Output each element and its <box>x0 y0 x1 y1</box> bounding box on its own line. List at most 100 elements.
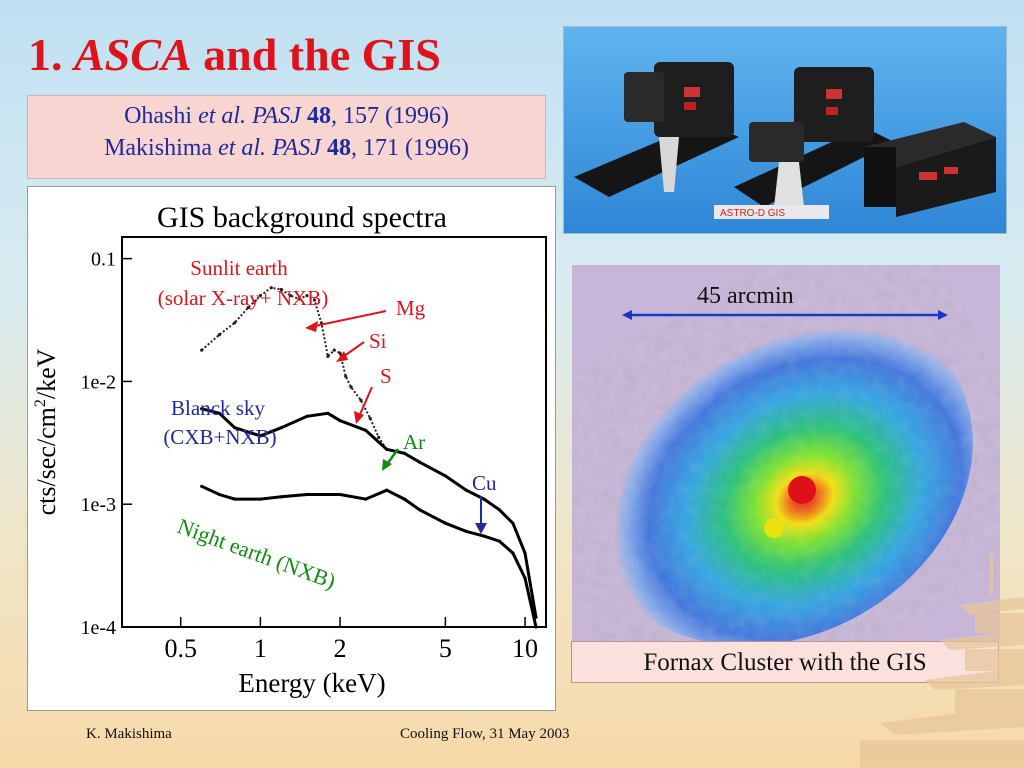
y-tick-label: 1e-3 <box>80 494 116 516</box>
annotation-cu: Cu <box>472 471 497 495</box>
data-point <box>233 321 237 325</box>
data-point <box>511 521 515 525</box>
data-point <box>418 508 422 512</box>
data-point <box>326 354 330 358</box>
y-axis-label: cts/sec/cm2/keV <box>32 348 61 515</box>
annotation-sunlit-sub: (solar X-ray+ NXB) <box>158 286 328 310</box>
footer-event: Cooling Flow, 31 May 2003 <box>400 726 570 742</box>
ref-rest: , 171 (1996) <box>350 135 469 161</box>
annotation-ar: Ar <box>403 430 425 454</box>
ref-volume: 48 <box>306 103 331 129</box>
slide-title: 1. ASCA and the GIS <box>28 28 441 81</box>
data-point <box>279 495 283 499</box>
annotation-si: Si <box>369 329 387 353</box>
data-point <box>482 497 486 501</box>
ref-etal: et al. <box>218 135 267 161</box>
data-point <box>233 497 237 501</box>
x-tick-label: 1 <box>254 634 267 663</box>
title-prefix: 1. <box>28 29 63 80</box>
data-point <box>258 497 262 501</box>
y-label-tail: /keV <box>32 348 61 399</box>
data-point <box>258 434 262 438</box>
spectra-chart: GIS background spectra 0.5 1 2 5 10 0.1 1e-2 1e… <box>32 201 547 698</box>
data-point <box>217 333 221 337</box>
data-point <box>523 576 527 580</box>
data-point <box>511 551 515 555</box>
data-point <box>338 492 342 497</box>
chart-title: GIS background spectra <box>157 201 447 234</box>
arrow-si-head <box>336 351 348 362</box>
reference-line-2: Makishima et al. PASJ 48, 171 (1996) <box>28 132 545 164</box>
data-point <box>443 521 447 525</box>
spectra-chart-panel: GIS background spectra 0.5 1 2 5 10 0.1 1e-2 1e… <box>27 186 556 711</box>
scale-bar <box>622 310 948 320</box>
annotation-blank-sky: Blanck sky <box>171 396 265 420</box>
data-point <box>338 419 342 423</box>
arrow-s-head <box>354 411 364 424</box>
footer-author: K. Makishima <box>86 726 172 742</box>
x-axis-label: Energy (keV) <box>238 668 385 698</box>
ref-volume: 48 <box>326 135 351 161</box>
y-label-main: cts/sec/cm <box>32 407 61 515</box>
data-point <box>534 625 538 629</box>
data-point <box>482 534 486 538</box>
data-point <box>497 508 501 512</box>
fornax-map <box>591 304 973 642</box>
fornax-cluster-image <box>572 265 1000 642</box>
y-tick-label: 1e-2 <box>80 371 116 393</box>
data-point <box>217 411 221 415</box>
annotation-night-earth: Night earth (NXB) <box>174 513 339 593</box>
data-point <box>385 488 389 492</box>
ref-author: Makishima <box>104 135 213 161</box>
data-point <box>338 351 342 355</box>
ref-journal: PASJ <box>272 135 321 161</box>
fornax-caption: Fornax Cluster with the GIS <box>571 641 999 683</box>
y-tick-label: 1e-4 <box>80 617 116 639</box>
scale-label: 45 arcmin <box>697 283 794 309</box>
x-tick-label: 10 <box>512 634 538 663</box>
photo-label: ASTRO-D GIS <box>720 208 785 219</box>
data-point <box>279 426 283 430</box>
data-point <box>312 298 316 302</box>
x-tick-label: 5 <box>439 634 452 663</box>
data-point <box>200 407 204 411</box>
data-point <box>288 294 293 298</box>
title-suffix: and the GIS <box>203 29 441 80</box>
annotation-mg: Mg <box>396 296 426 320</box>
x-tick-label: 2 <box>334 634 347 663</box>
ref-author: Ohashi <box>124 103 193 129</box>
data-point <box>402 497 406 501</box>
data-point <box>200 348 204 352</box>
pagoda-decoration <box>860 555 1024 768</box>
annotation-s: S <box>380 364 392 388</box>
data-point <box>305 294 309 298</box>
data-point <box>464 529 468 533</box>
arrow-cu-head <box>475 523 487 534</box>
annotation-blank-sky-sub: (CXB+NXB) <box>163 425 276 449</box>
data-point <box>305 414 309 418</box>
data-point <box>497 539 501 543</box>
data-point <box>385 447 389 451</box>
gis-instrument-photo: ASTRO-D GIS <box>563 26 1007 234</box>
data-point <box>297 297 301 301</box>
plot-frame <box>121 236 547 628</box>
data-point <box>332 348 336 352</box>
arrow-ar-head <box>382 459 392 471</box>
x-tick-label: 0.5 <box>164 634 197 663</box>
data-point <box>258 294 262 298</box>
title-italic: ASCA <box>74 29 192 80</box>
reference-box: Ohashi et al. PASJ 48, 157 (1996) Makish… <box>27 95 546 179</box>
data-point <box>305 492 309 497</box>
data-point <box>217 492 221 497</box>
data-point <box>344 374 348 378</box>
gis-instrument-illustration: ASTRO-D GIS <box>564 27 1006 233</box>
data-point <box>269 286 273 290</box>
data-point <box>402 451 406 455</box>
y-tick-label: 0.1 <box>91 249 116 271</box>
data-point <box>359 398 363 402</box>
data-point <box>377 435 381 439</box>
data-point <box>368 416 372 420</box>
data-point <box>279 287 283 292</box>
data-point <box>326 411 330 415</box>
data-point <box>364 428 368 432</box>
